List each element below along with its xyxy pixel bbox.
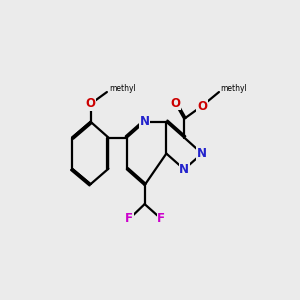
Text: methyl: methyl — [221, 84, 247, 93]
Text: O: O — [85, 98, 96, 110]
Text: N: N — [140, 115, 150, 128]
Text: methyl: methyl — [109, 84, 136, 93]
Text: F: F — [157, 212, 165, 226]
Text: O: O — [197, 100, 207, 112]
Text: N: N — [197, 147, 207, 160]
Text: N: N — [179, 163, 189, 176]
Text: O: O — [170, 97, 180, 110]
Text: F: F — [125, 212, 133, 226]
